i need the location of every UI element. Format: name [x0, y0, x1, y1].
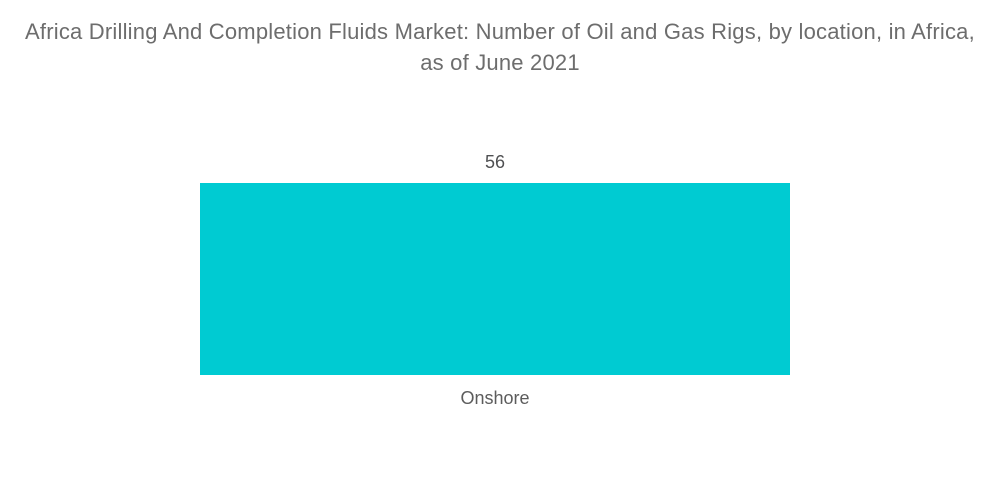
- x-tick-label-onshore: Onshore: [460, 388, 530, 408]
- bar-value-label: 56: [484, 152, 506, 172]
- bar-group-onshore: 56 Onshore: [200, 150, 790, 409]
- bar-onshore: [200, 183, 790, 375]
- chart-title: Africa Drilling And Completion Fluids Ma…: [25, 19, 975, 75]
